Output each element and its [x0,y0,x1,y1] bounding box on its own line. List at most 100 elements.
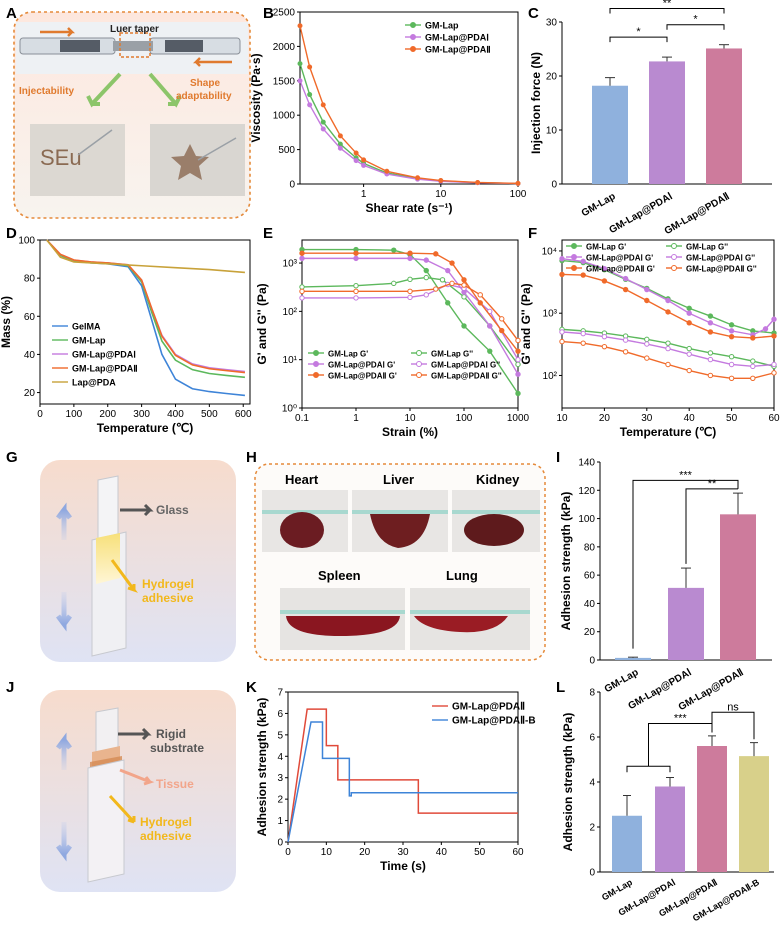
y-tick-label: 0 [589,656,595,667]
y-tick-label: 30 [546,18,558,29]
organ-label-spleen: Spleen [318,568,361,583]
y-tick-label: 1500 [273,76,296,87]
legend-label: GM-Lap@PDAⅠ G'' [686,254,755,263]
series-marker-5 [477,300,483,306]
bar [612,815,642,872]
series-line-5 [46,239,245,274]
series-marker-2 [297,78,303,84]
x-tick-label: 30 [397,847,409,858]
series-marker-4 [707,356,714,363]
x-tick-label: 100 [456,413,473,424]
panel-letter-e: E [263,225,273,242]
x-tick-label: 10 [321,847,333,858]
organ-label-liver: Liver [383,472,414,487]
series-marker-6 [665,361,671,368]
y-axis-title: Adhesion strength (kPa) [559,492,573,631]
y-axis-title: G' and G'' (Pa) [255,283,269,364]
x-tick-label: 10 [556,413,568,424]
series-marker-1 [423,267,429,274]
series-marker-3 [307,64,313,70]
y-tick-label: 120 [578,486,595,497]
legend-label: GM-Lap@PDAⅡ G'' [686,265,757,274]
panel-letter-i: I [556,449,560,466]
legend-marker [671,265,677,271]
series-marker-4 [771,361,777,368]
y-tick-label: 2000 [273,42,296,53]
legend-label: GM-Lap@PDAⅠ G' [328,361,395,370]
legend-marker [671,254,677,260]
plot-frame [287,691,519,843]
series-marker-3 [361,157,367,163]
series-marker-3 [487,323,493,329]
series-marker-2 [665,340,671,346]
series-marker-3 [601,265,608,272]
x-tick-label: 60 [512,847,524,858]
hydrogel-label-1: Hydrogel [140,815,192,829]
y-tick-label: 0 [589,868,595,879]
series-marker-2 [439,277,446,283]
series-marker-2 [361,162,367,168]
chart-e-strain-sweep: 0.1 1 10 100 1000 10⁰ 10¹ 10² 10³ Strain (%) G' an… [255,239,530,439]
series-marker-5 [622,286,629,293]
legend-label: GM-Lap@PDAⅡ G' [586,265,655,274]
series-marker-1 [337,141,343,147]
series-marker-6 [499,316,505,322]
x-tick-label: 100 [66,409,83,420]
panel-a-illustration: Luer taper Injectability Shape adaptabil… [13,11,251,219]
x-tick-label: 1 [361,189,367,200]
y-tick-label: 10³ [543,309,558,320]
bar [592,85,628,184]
series-marker-3 [762,326,769,332]
series-marker-3 [384,168,390,174]
significance-label: * [693,14,698,26]
series-marker-6 [771,370,777,376]
significance-label: *** [679,469,693,481]
significance-bracket [685,488,738,564]
panel-letter-h: H [246,449,257,466]
series-marker-6 [601,343,608,350]
liver-organ [370,514,430,548]
series-marker-4 [423,292,429,298]
y-tick-label: 5 [277,730,283,741]
series-marker-2 [423,274,429,281]
series-marker-5 [515,348,521,354]
up-arrow-icon [56,502,72,540]
chart-i-adhesion-organs: 0 20 40 60 80 100 120 140 Adhesion strength (kPa… [559,458,772,713]
bar [655,786,685,872]
series-marker-4 [601,333,608,340]
x-tick-label: 20 [599,413,611,424]
up-arrow-icon [56,732,72,770]
chart-d-tga: 0 100 200 300 400 500 600 20 40 60 80 100 Temperatur… [0,236,252,436]
y-tick-label: 6 [277,709,283,720]
x-tick-label: 50 [726,413,738,424]
series-marker-6 [707,372,714,379]
legend-marker [410,34,416,40]
x-axis-title: Temperature (℃) [620,425,717,439]
series-marker-5 [299,250,305,256]
chart-c-injection-force: 0 10 20 30 Injection force (N) GM-Lap GM-Lap@P… [529,0,772,237]
hydrogel-pointer-icon [110,559,138,593]
legend-label: GM-Lap@PDAⅠ [72,350,136,360]
legend-marker [313,361,319,367]
x-tick-label: 300 [133,409,150,420]
x-tick-label: 40 [684,413,696,424]
x-tick-label: 10 [435,189,447,200]
significance-bracket [632,479,739,649]
x-tick-label: 40 [436,847,448,858]
series-marker-3 [445,267,451,274]
down-arrow-icon [56,592,72,632]
legend-label: GM-Lap [72,336,106,346]
panel-g-illustration: Glass Hydrogel adhesive [40,460,236,662]
category-label: GM-Lap@PDAⅡ [663,191,732,237]
series-marker-1 [307,92,313,98]
series-marker-5 [707,329,714,335]
rigid-substrate-front [87,759,125,883]
series-marker-1 [707,313,714,319]
y-tick-label: 10⁴ [542,246,557,257]
x-tick-label: 1000 [507,413,530,424]
legend-marker [416,361,422,367]
series-marker-3 [686,310,692,316]
significance-label: ** [663,0,672,10]
series-marker-4 [665,345,671,352]
shape-adaptability-label-1: Shape [190,78,220,89]
